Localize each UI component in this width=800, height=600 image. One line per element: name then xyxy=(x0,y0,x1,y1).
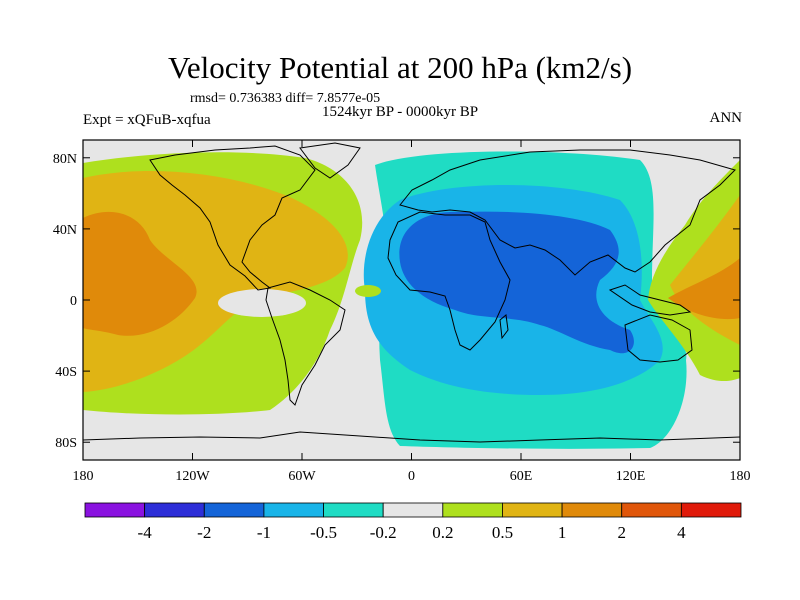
y-tick-label: 0 xyxy=(70,294,77,309)
x-tick-label: 180 xyxy=(730,469,751,484)
colorbar-label: -2 xyxy=(197,523,211,542)
coastline-eurasia xyxy=(399,149,736,276)
colorbar-label: 4 xyxy=(677,523,686,542)
colorbar-swatch xyxy=(621,502,682,518)
colorbar-label: 2 xyxy=(617,523,626,542)
colorbar-label: -0.2 xyxy=(370,523,397,542)
experiment-label: Expt = xQFuB-xqfua xyxy=(83,112,211,128)
y-tick-label: 40S xyxy=(55,365,77,380)
colorbar-swatch xyxy=(502,502,563,518)
contour-level-neg0.2-0.2-east-pacific xyxy=(218,289,306,317)
y-tick-label: 40N xyxy=(53,223,77,238)
season-label: ANN xyxy=(709,110,743,126)
coastline-greenland xyxy=(299,142,361,179)
colorbar-label: 0.2 xyxy=(432,523,453,542)
colorbar-swatch xyxy=(203,502,265,518)
colorbar-label: -4 xyxy=(138,523,153,542)
colorbar-swatch xyxy=(144,502,205,518)
colorbar-label: -0.5 xyxy=(310,523,337,542)
contour-level-neg1-neg2 xyxy=(399,211,634,354)
axis-ticks: 180 120W 60W 0 60E 120E 180 80N 40N 0 40S 80S xyxy=(53,140,751,484)
x-tick-label: 120E xyxy=(616,469,646,484)
colorbar-swatch xyxy=(263,502,324,518)
x-tick-label: 0 xyxy=(408,469,415,484)
colorbar-swatch xyxy=(442,502,503,518)
chart-title: Velocity Potential at 200 hPa (km2/s) xyxy=(167,50,633,85)
colorbar-swatch xyxy=(323,502,384,518)
colorbar-swatch xyxy=(680,502,742,518)
coastline-africa xyxy=(387,211,511,351)
colorbar-label: 1 xyxy=(558,523,567,542)
contour-level-0.5-1 xyxy=(83,171,348,392)
period-label: 1524kyr BP - 0000kyr BP xyxy=(322,104,479,120)
coastline-north-america xyxy=(149,145,316,291)
coastline-antarctica xyxy=(83,431,740,443)
x-tick-label: 120W xyxy=(175,469,210,484)
x-tick-label: 60E xyxy=(510,469,533,484)
stats-text: rmsd= 0.736383 diff= 7.8577e-05 xyxy=(190,91,381,106)
y-tick-label: 80N xyxy=(53,152,77,167)
colorbar-label: 0.5 xyxy=(492,523,513,542)
coastline-south-america xyxy=(265,281,346,406)
x-tick-label: 180 xyxy=(73,469,94,484)
coastlines xyxy=(83,142,740,443)
contour-fill-layer xyxy=(83,151,740,449)
colorbar-swatch xyxy=(561,502,623,518)
x-tick-label: 60W xyxy=(288,469,316,484)
colorbar-label: -1 xyxy=(257,523,271,542)
coastline-maritime-continent xyxy=(608,284,692,316)
coastline-australia xyxy=(624,314,693,363)
contour-level-0.2-0.5-atlantic-blob xyxy=(355,285,381,297)
colorbar: -4 -2 -1 -0.5 -0.2 0.2 0.5 1 2 4 xyxy=(84,502,742,542)
contour-level-2-4-west-pacific xyxy=(668,258,740,320)
y-tick-label: 80S xyxy=(55,436,77,451)
colorbar-swatch xyxy=(84,502,146,518)
colorbar-swatch xyxy=(382,502,444,518)
coastline-madagascar xyxy=(499,314,509,340)
contour-level-1-2 xyxy=(83,211,197,336)
